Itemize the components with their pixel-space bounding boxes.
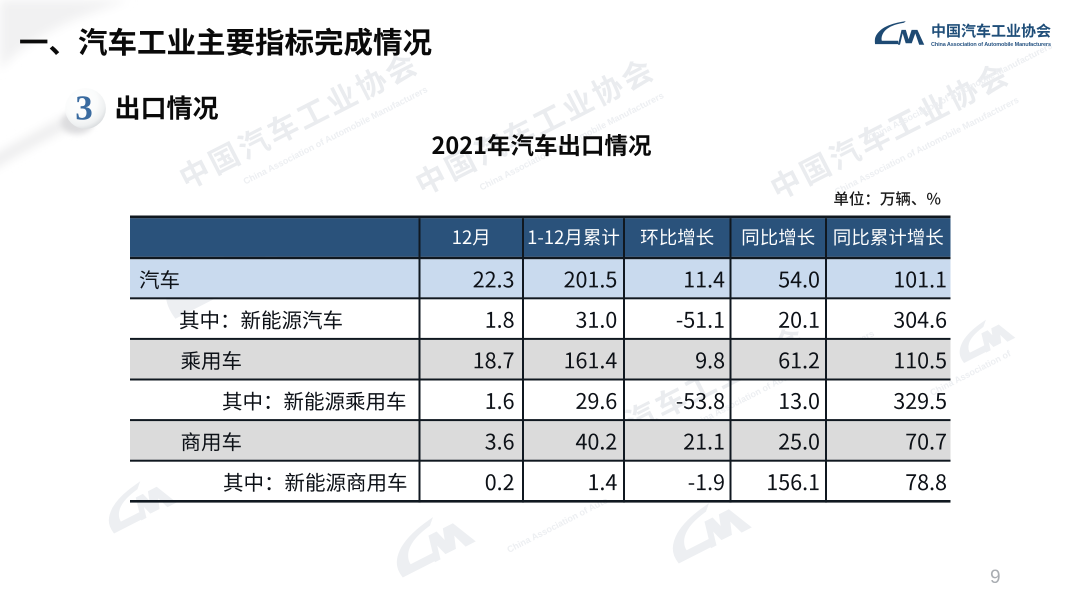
svg-text:China Association of Automobil: China Association of Automobile Manufact… xyxy=(931,42,1051,48)
svg-text:9: 9 xyxy=(990,567,1001,588)
svg-text:3: 3 xyxy=(75,89,93,128)
